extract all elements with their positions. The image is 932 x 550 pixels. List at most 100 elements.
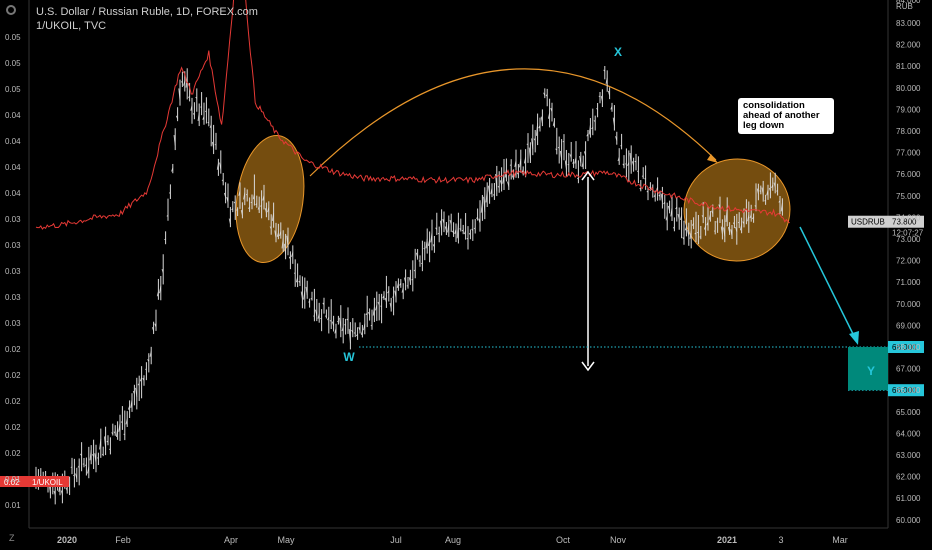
ohlc-open-tick (668, 205, 670, 212)
ohlc-open-tick (579, 155, 582, 163)
left-tick-label: 0.03 (5, 215, 21, 224)
ohlc-open-tick (317, 313, 320, 319)
ohlc-open-tick (720, 226, 723, 235)
ohlc-open-tick (492, 193, 495, 196)
ohlc-open-tick (447, 223, 450, 233)
target-price-label-bg (888, 341, 924, 353)
ohlc-open-tick (310, 297, 313, 300)
target-price-label: 68.000 (892, 343, 917, 352)
ohlc-open-tick (478, 218, 481, 224)
ohlc-open-tick (622, 163, 625, 167)
ohlc-open-tick (780, 202, 783, 212)
ohlc-open-tick (588, 124, 591, 135)
ohlc-open-tick (224, 192, 226, 198)
ohlc-open-tick (675, 206, 678, 210)
wave-label-x: X (614, 45, 622, 59)
x-tick-label: Nov (610, 535, 627, 545)
ohlc-open-tick (238, 190, 241, 196)
callout-line-1: consolidation (743, 100, 805, 111)
right-tick-label: 81.000 (896, 62, 921, 71)
ohlc-open-tick (332, 321, 334, 327)
ohlc-open-tick (425, 238, 428, 249)
callout-line-3: leg down (743, 120, 785, 131)
right-tick-label: 63.000 (896, 451, 921, 460)
ohlc-open-tick (286, 235, 289, 248)
ohlc-open-tick (384, 297, 387, 303)
right-tick-label: 61.000 (896, 494, 921, 503)
ohlc-open-tick (94, 453, 97, 464)
ohlc-open-tick (327, 316, 330, 321)
ohlc-open-tick (660, 193, 663, 203)
circle-icon[interactable] (6, 5, 16, 15)
ohlc-open-tick (125, 418, 128, 425)
ohlc-open-tick (723, 227, 726, 237)
ohlc-open-tick (555, 148, 558, 151)
ohlc-open-tick (267, 207, 270, 213)
right-tick-label: 60.000 (896, 516, 921, 525)
ohlc-open-tick (272, 212, 274, 221)
left-tick-label: 0.02 (5, 371, 21, 380)
ohlc-open-tick (264, 208, 267, 213)
ohlc-open-tick (742, 221, 745, 225)
ohlc-open-tick (346, 318, 349, 321)
ohlc-open-tick (137, 383, 140, 386)
ohlc-open-tick (543, 92, 546, 96)
ohlc-open-tick (248, 206, 250, 209)
ohlc-open-tick (192, 113, 195, 116)
ohlc-open-tick (166, 214, 169, 217)
ohlc-open-tick (706, 221, 709, 226)
ohlc-open-tick (116, 428, 118, 437)
ohlc-open-tick (538, 125, 541, 129)
ohlc-open-tick (149, 351, 152, 357)
ohlc-open-tick (387, 290, 390, 294)
ohlc-open-tick (324, 315, 327, 317)
ohlc-open-tick (581, 161, 584, 168)
ohlc-open-tick (341, 327, 344, 332)
ohlc-open-tick (372, 306, 375, 316)
ohlc-open-tick (627, 162, 630, 166)
ohlc-open-tick (550, 107, 553, 113)
ohlc-open-tick (140, 377, 142, 382)
ohlc-open-tick (519, 158, 522, 168)
ohlc-open-tick (274, 230, 277, 239)
ohlc-open-tick (382, 295, 385, 299)
zoom-icon[interactable]: Z (9, 533, 15, 543)
ohlc-open-tick (255, 203, 258, 206)
ohlc-open-tick (202, 116, 205, 120)
ohlc-open-tick (665, 215, 668, 221)
ohlc-open-tick (132, 390, 135, 395)
ohlc-open-tick (500, 180, 502, 186)
x-tick-label: Mar (832, 535, 848, 545)
ohlc-open-tick (85, 464, 87, 466)
ohlc-open-tick (104, 436, 106, 449)
right-tick-label: 65.000 (896, 408, 921, 417)
consolidation-callout[interactable]: consolidation ahead of another leg down (738, 98, 834, 134)
ohlc-open-tick (603, 69, 606, 72)
ohlc-open-tick (634, 160, 637, 163)
ohlc-open-tick (281, 238, 284, 249)
ohlc-open-tick (260, 205, 262, 207)
ohlc-open-tick (344, 324, 346, 326)
ohlc-open-tick (432, 244, 435, 248)
target-box (848, 347, 888, 391)
right-tick-label: 69.000 (896, 321, 921, 330)
ohlc-open-tick (694, 232, 697, 235)
ohlc-open-tick (754, 205, 757, 207)
ohlc-open-tick (212, 141, 214, 149)
x-axis: 2020 Feb Apr May Jul Aug Oct Nov 2021 3 Mar (57, 535, 848, 545)
ohlc-open-tick (605, 77, 608, 84)
ohlc-open-tick (416, 252, 418, 258)
x-tick-label: Feb (115, 535, 131, 545)
ohlc-open-tick (226, 196, 229, 203)
ohlc-open-tick (740, 224, 742, 231)
ohlc-open-tick (490, 187, 493, 195)
ohlc-open-tick (396, 282, 399, 289)
head-arc (309, 68, 717, 177)
ohlc-open-tick (574, 156, 577, 164)
ohlc-open-tick (670, 206, 673, 217)
ohlc-open-tick (411, 278, 414, 281)
ohlc-open-tick (454, 228, 457, 235)
left-tick-label: 0.03 (5, 319, 21, 328)
ohlc-open-tick (564, 160, 567, 169)
